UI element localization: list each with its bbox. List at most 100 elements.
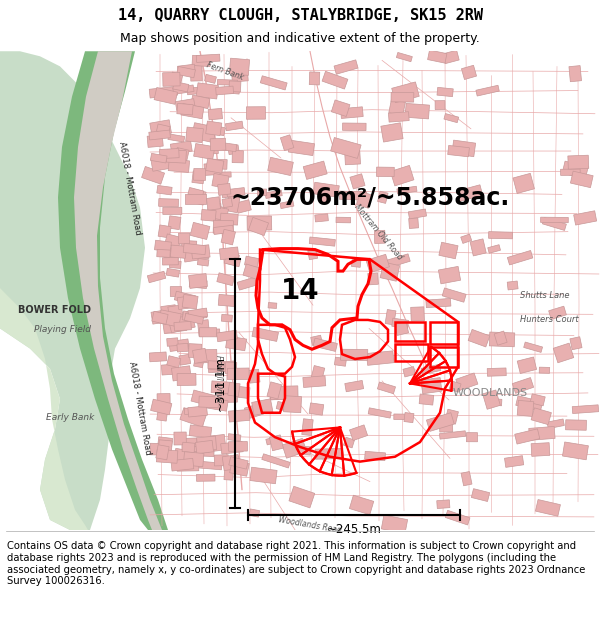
Polygon shape — [190, 189, 206, 205]
Polygon shape — [547, 419, 565, 429]
Polygon shape — [352, 259, 361, 268]
Polygon shape — [188, 308, 208, 319]
Polygon shape — [212, 174, 229, 188]
Polygon shape — [151, 309, 172, 324]
Polygon shape — [388, 112, 409, 122]
Polygon shape — [175, 291, 196, 304]
Text: Fern Bank: Fern Bank — [205, 60, 245, 82]
Polygon shape — [539, 367, 550, 373]
Polygon shape — [188, 344, 202, 358]
Polygon shape — [517, 357, 536, 374]
Polygon shape — [266, 437, 278, 445]
Polygon shape — [149, 130, 170, 140]
Polygon shape — [553, 343, 574, 362]
Polygon shape — [437, 500, 450, 509]
Polygon shape — [206, 158, 224, 173]
Polygon shape — [214, 455, 229, 466]
Polygon shape — [181, 104, 204, 119]
Polygon shape — [322, 71, 348, 89]
Polygon shape — [228, 382, 240, 397]
Polygon shape — [210, 138, 226, 151]
Polygon shape — [196, 349, 217, 363]
Polygon shape — [177, 66, 196, 78]
Polygon shape — [177, 343, 188, 352]
Polygon shape — [191, 245, 210, 259]
Polygon shape — [487, 368, 506, 376]
Polygon shape — [461, 65, 476, 79]
Polygon shape — [331, 100, 350, 116]
Polygon shape — [466, 432, 478, 442]
Polygon shape — [185, 194, 206, 204]
Polygon shape — [548, 306, 566, 319]
Polygon shape — [151, 153, 167, 163]
Polygon shape — [206, 206, 229, 221]
Polygon shape — [163, 258, 178, 265]
Polygon shape — [368, 273, 379, 285]
Polygon shape — [158, 199, 178, 207]
Text: Foxhill Drive: Foxhill Drive — [214, 355, 223, 402]
Polygon shape — [344, 438, 355, 448]
Polygon shape — [397, 52, 412, 62]
Polygon shape — [377, 167, 394, 177]
Text: WOODLANDS: WOODLANDS — [452, 388, 527, 398]
Polygon shape — [158, 225, 171, 238]
Polygon shape — [174, 432, 187, 445]
Polygon shape — [507, 281, 518, 290]
Polygon shape — [160, 149, 179, 159]
Polygon shape — [225, 362, 237, 374]
Polygon shape — [268, 302, 277, 309]
Polygon shape — [152, 311, 168, 324]
Polygon shape — [570, 337, 582, 350]
Polygon shape — [0, 51, 145, 530]
Polygon shape — [267, 382, 281, 399]
Polygon shape — [168, 216, 181, 229]
Polygon shape — [183, 248, 209, 262]
Polygon shape — [74, 51, 162, 530]
Polygon shape — [178, 64, 195, 72]
Polygon shape — [280, 135, 294, 151]
Polygon shape — [151, 399, 172, 415]
Text: A6018 - Mottram Road: A6018 - Mottram Road — [118, 141, 143, 236]
Polygon shape — [212, 363, 236, 372]
Polygon shape — [428, 50, 447, 63]
Polygon shape — [157, 186, 172, 195]
Polygon shape — [572, 405, 599, 414]
Polygon shape — [173, 448, 200, 468]
Polygon shape — [183, 243, 206, 255]
Polygon shape — [169, 339, 189, 351]
Polygon shape — [404, 412, 414, 422]
Polygon shape — [449, 381, 461, 392]
Polygon shape — [158, 437, 173, 447]
Polygon shape — [310, 366, 325, 384]
Polygon shape — [227, 253, 239, 266]
Text: ~245.5m: ~245.5m — [326, 523, 382, 536]
Polygon shape — [439, 431, 466, 439]
Polygon shape — [205, 74, 217, 83]
Polygon shape — [180, 408, 206, 427]
Polygon shape — [262, 454, 290, 468]
Text: Early Bank: Early Bank — [46, 413, 94, 422]
Polygon shape — [217, 394, 238, 402]
Text: Contains OS data © Crown copyright and database right 2021. This information is : Contains OS data © Crown copyright and d… — [7, 541, 586, 586]
Polygon shape — [191, 390, 215, 407]
Polygon shape — [192, 171, 205, 184]
Text: Map shows position and indicative extent of the property.: Map shows position and indicative extent… — [120, 32, 480, 45]
Polygon shape — [505, 456, 524, 468]
Polygon shape — [212, 159, 227, 169]
Polygon shape — [315, 214, 328, 222]
Polygon shape — [513, 173, 535, 194]
Polygon shape — [184, 452, 204, 467]
Polygon shape — [494, 331, 507, 345]
Polygon shape — [232, 151, 244, 162]
Polygon shape — [194, 356, 204, 367]
Polygon shape — [248, 217, 269, 236]
Polygon shape — [215, 86, 233, 95]
Polygon shape — [190, 66, 202, 81]
Polygon shape — [166, 149, 187, 163]
Polygon shape — [419, 394, 434, 405]
Polygon shape — [380, 262, 400, 281]
Polygon shape — [531, 408, 551, 424]
Text: ~311.1m: ~311.1m — [214, 356, 227, 411]
Polygon shape — [308, 249, 317, 259]
Polygon shape — [228, 434, 241, 441]
